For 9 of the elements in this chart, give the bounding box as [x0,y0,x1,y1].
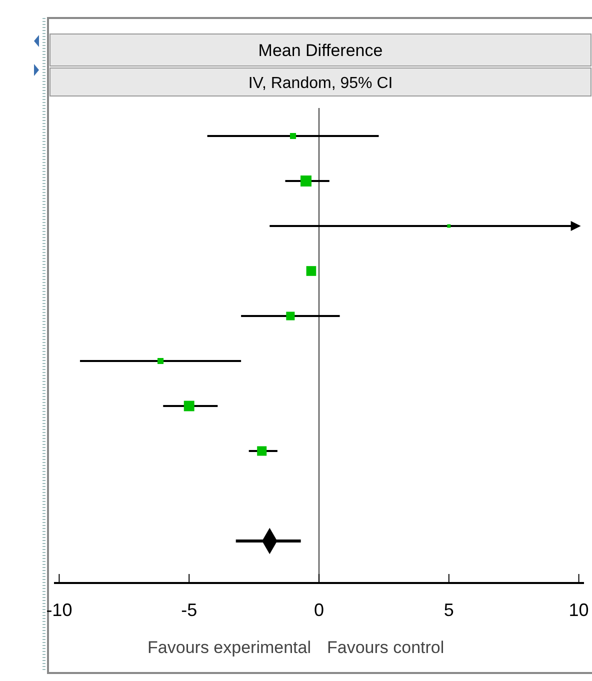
text: Favours control [327,638,444,657]
x-tick-label: 5 [444,600,454,620]
x-tick-label: -5 [181,600,198,620]
chart-title: Mean Difference [258,41,383,60]
x-tick-label: -10 [46,600,72,620]
x-tick-label: 0 [314,600,324,620]
text: Favours experimental [148,638,311,657]
chart-subtitle: IV, Random, 95% CI [248,75,393,92]
x-tick-label: 10 [568,600,589,620]
